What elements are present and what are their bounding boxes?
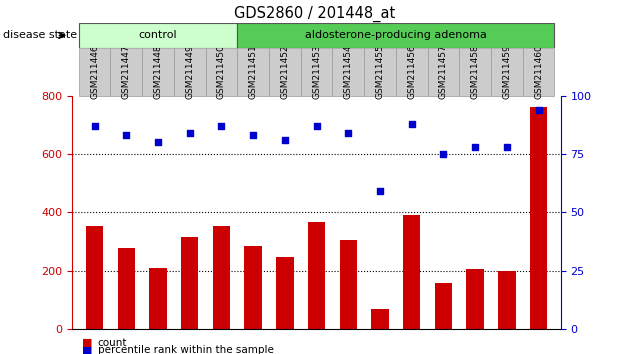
Bar	[523, 48, 554, 96]
Bar	[174, 48, 205, 96]
Bar	[301, 48, 333, 96]
Text: GSM211451: GSM211451	[249, 44, 258, 99]
Text: GDS2860 / 201448_at: GDS2860 / 201448_at	[234, 5, 396, 22]
Text: ■: ■	[82, 346, 93, 354]
Bar	[118, 248, 135, 329]
Point	[122, 132, 132, 138]
Text: control: control	[139, 30, 178, 40]
Text: aldosterone-producing adenoma: aldosterone-producing adenoma	[305, 30, 487, 40]
Text: GSM211450: GSM211450	[217, 44, 226, 99]
Bar	[459, 48, 491, 96]
Bar	[276, 257, 294, 329]
Bar	[403, 215, 420, 329]
Text: GSM211457: GSM211457	[439, 44, 448, 99]
Text: GSM211453: GSM211453	[312, 44, 321, 99]
Bar	[364, 48, 396, 96]
Text: count: count	[98, 338, 127, 348]
Bar	[308, 222, 325, 329]
Point	[501, 144, 512, 150]
Text: GSM211447: GSM211447	[122, 44, 131, 99]
Text: GSM211452: GSM211452	[280, 44, 289, 99]
Point	[406, 121, 416, 126]
Bar	[435, 283, 452, 329]
Text: GSM211459: GSM211459	[502, 44, 512, 99]
Point	[438, 151, 449, 157]
Bar	[340, 240, 357, 329]
Text: GSM211446: GSM211446	[90, 44, 99, 99]
Point	[89, 123, 100, 129]
Bar	[213, 225, 230, 329]
Text: GSM211460: GSM211460	[534, 44, 543, 99]
Text: GSM211456: GSM211456	[407, 44, 416, 99]
Point	[375, 189, 385, 194]
Bar	[269, 48, 301, 96]
Text: GSM211458: GSM211458	[471, 44, 479, 99]
Bar	[371, 309, 389, 329]
Bar	[110, 48, 142, 96]
Point	[343, 130, 353, 136]
Bar	[86, 225, 103, 329]
Bar	[244, 246, 262, 329]
Text: percentile rank within the sample: percentile rank within the sample	[98, 346, 273, 354]
Point	[153, 139, 163, 145]
Text: GSM211455: GSM211455	[375, 44, 384, 99]
Point	[280, 137, 290, 143]
Point	[312, 123, 322, 129]
Bar	[149, 268, 167, 329]
Text: GSM211454: GSM211454	[344, 44, 353, 99]
Bar	[530, 107, 547, 329]
Bar	[238, 23, 554, 48]
Bar	[238, 48, 269, 96]
Bar	[333, 48, 364, 96]
Point	[217, 123, 227, 129]
Point	[248, 132, 258, 138]
Bar	[79, 48, 110, 96]
Bar	[79, 23, 238, 48]
Text: GSM211448: GSM211448	[154, 44, 163, 99]
Bar	[142, 48, 174, 96]
Point	[185, 130, 195, 136]
Text: disease state: disease state	[3, 30, 77, 40]
Text: ■: ■	[82, 338, 93, 348]
Point	[534, 107, 544, 113]
Bar	[491, 48, 523, 96]
Bar	[181, 237, 198, 329]
Bar	[428, 48, 459, 96]
Point	[470, 144, 480, 150]
Text: GSM211449: GSM211449	[185, 44, 194, 99]
Bar	[498, 271, 515, 329]
Bar	[396, 48, 428, 96]
Bar	[466, 269, 484, 329]
Bar	[205, 48, 238, 96]
